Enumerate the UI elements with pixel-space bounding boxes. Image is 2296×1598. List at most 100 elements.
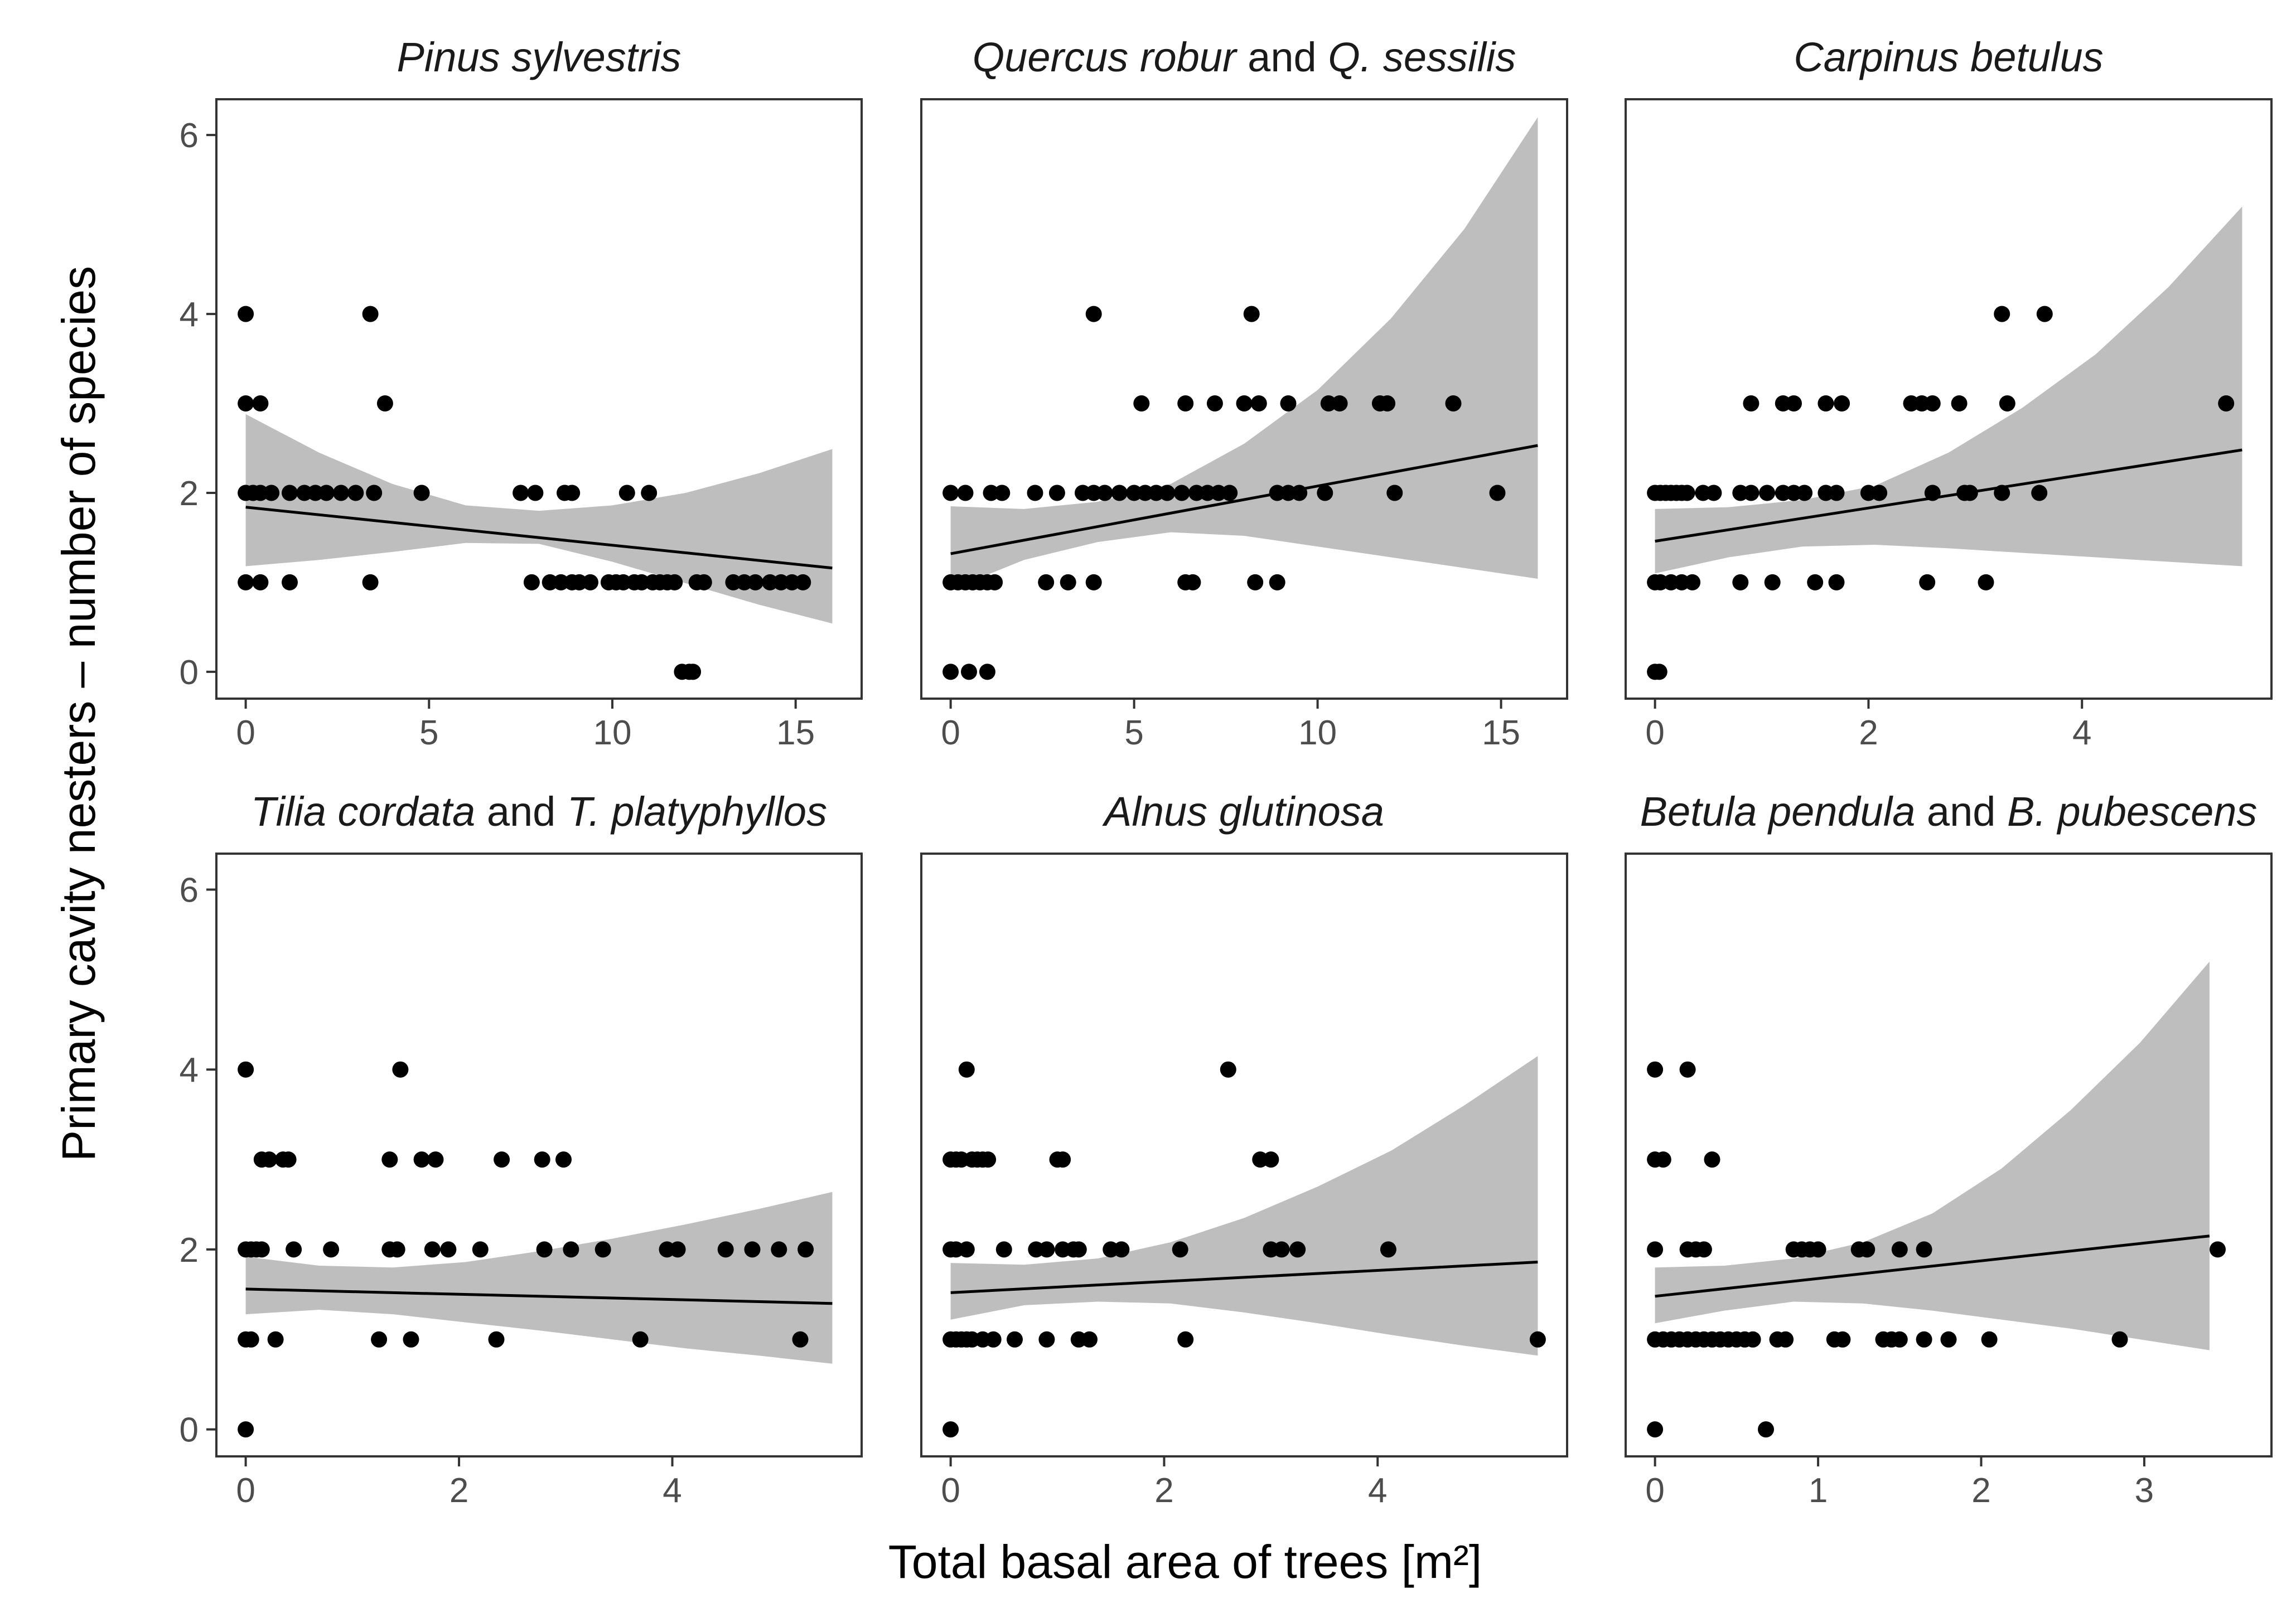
x-tick-label: 0 [236, 714, 255, 752]
data-point [1818, 395, 1834, 411]
data-point [961, 664, 977, 680]
data-point [1871, 485, 1888, 501]
data-point [392, 1061, 409, 1078]
data-point [1695, 1241, 1712, 1258]
data-point [1743, 395, 1760, 411]
data-point [1038, 1331, 1055, 1348]
x-axis-title-text: Total basal area of trees [m²] [888, 1536, 1482, 1588]
y-tick-label: 2 [180, 1231, 199, 1270]
y-tick-label: 4 [180, 1051, 199, 1089]
x-tick-label: 0 [941, 714, 960, 752]
y-axis-title: Primary cavity nesters – number of speci… [52, 266, 105, 1161]
data-point [1810, 1241, 1826, 1258]
data-point [1206, 395, 1223, 411]
data-point [1924, 395, 1941, 411]
data-point [333, 485, 349, 501]
x-tick-label: 2 [1971, 1471, 1990, 1510]
data-point [1085, 306, 1102, 322]
data-point [695, 574, 712, 590]
panel-4: Tilia cordata and T. platyphyllos 0 2 4 0 2 4 6 [180, 788, 863, 1510]
data-point [1796, 485, 1813, 501]
data-point [669, 1241, 686, 1258]
data-point [618, 485, 635, 501]
data-point [666, 574, 683, 590]
x-tick-label: 4 [2072, 714, 2091, 752]
data-point [942, 485, 959, 501]
data-point [323, 1241, 340, 1258]
x-tick-label: 1 [1809, 1471, 1828, 1510]
data-point [1834, 1331, 1851, 1348]
x-tick-label: 2 [1154, 1471, 1173, 1510]
data-point [1655, 1151, 1671, 1168]
data-point [1743, 485, 1760, 501]
data-point [1173, 485, 1190, 501]
data-point [1177, 395, 1194, 411]
x-tick-label: 10 [593, 714, 631, 752]
data-point [1679, 1061, 1696, 1078]
data-point [1273, 1241, 1290, 1258]
data-point [1081, 1331, 1098, 1348]
fit-line [1655, 1234, 2210, 1298]
data-point [424, 1241, 441, 1258]
data-point [1916, 1331, 1932, 1348]
data-point [362, 574, 379, 590]
data-point [1048, 485, 1065, 501]
data-point [2111, 1331, 2128, 1348]
confidence-band [245, 414, 833, 624]
data-point [987, 574, 1003, 590]
data-point [717, 1241, 734, 1258]
panel-title-part: B. pubescens [2007, 788, 2257, 835]
data-point [238, 574, 254, 590]
data-point [1647, 1241, 1664, 1258]
data-point [371, 1331, 388, 1348]
panel-border [215, 98, 863, 700]
panel-title: Quercus robur and Q. sessilis [973, 34, 1516, 80]
data-point [381, 1151, 398, 1168]
x-tick-label: 0 [1645, 1471, 1664, 1510]
data-point [1916, 1241, 1932, 1258]
data-point [527, 485, 544, 501]
data-point [2210, 1241, 2226, 1258]
data-point [280, 1151, 297, 1168]
data-point [1172, 1241, 1188, 1258]
data-point [1891, 1331, 1908, 1348]
data-point [440, 1241, 457, 1258]
data-point [1133, 395, 1150, 411]
data-point [1096, 485, 1113, 501]
confidence-band [950, 1056, 1538, 1356]
data-point [985, 1331, 1002, 1348]
panel-title-part: and [475, 788, 567, 835]
panel-title: Betula pendula and B. pubescens [1640, 788, 2258, 835]
data-point [1380, 1241, 1396, 1258]
data-point [427, 1151, 444, 1168]
data-point [1651, 664, 1667, 680]
data-point [582, 574, 598, 590]
confidence-band [245, 1192, 833, 1364]
data-point [1758, 1421, 1774, 1438]
data-point [1055, 1151, 1071, 1168]
panel-title-part: Pinus sylvestris [397, 34, 681, 80]
panel-title: Carpinus betulus [1794, 34, 2103, 80]
data-point [958, 1061, 975, 1078]
data-point [318, 485, 335, 501]
data-point [1007, 1331, 1023, 1348]
data-point [1060, 574, 1076, 590]
data-point [1085, 574, 1102, 590]
x-tick-label: 3 [2135, 1471, 2154, 1510]
data-point [238, 395, 254, 411]
data-point [1951, 395, 1968, 411]
data-point [1786, 395, 1802, 411]
x-axis-title: Total basal area of trees [m²] [888, 1536, 1482, 1588]
data-point [1891, 1241, 1908, 1258]
data-point [1038, 1241, 1055, 1258]
confidence-band [1655, 961, 2210, 1350]
x-tick-label: 15 [1482, 714, 1520, 752]
panel-border [920, 853, 1568, 1457]
data-point [1221, 485, 1238, 501]
data-point [1834, 395, 1850, 411]
data-point [1269, 574, 1285, 590]
data-point [1978, 574, 1994, 590]
data-point [1764, 574, 1781, 590]
data-point [472, 1241, 489, 1258]
